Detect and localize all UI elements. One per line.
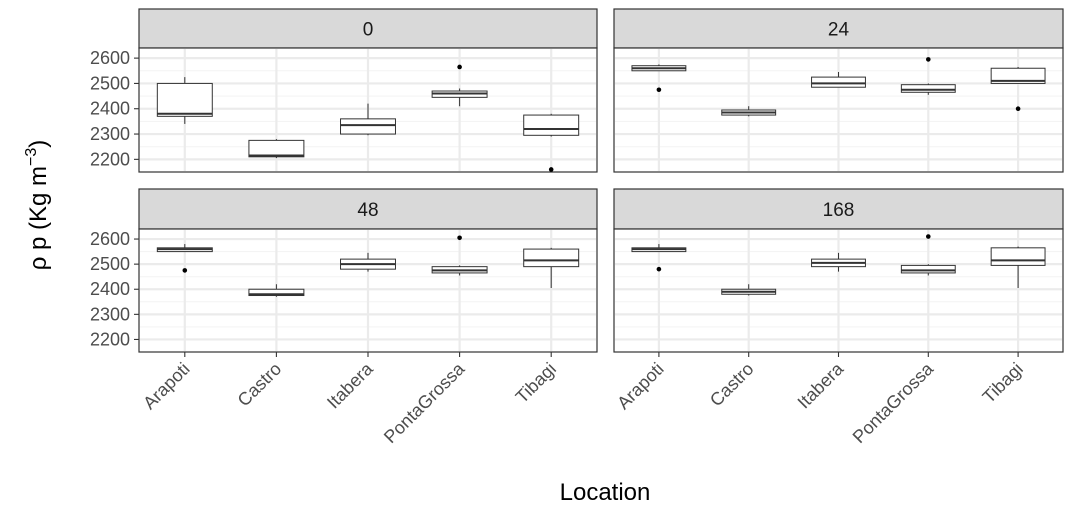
panels-layer: 0 24 48 168: [138, 8, 1064, 353]
x-axis-layer: Arapoti Castro Itabera PontaGrossa Tibagi Ara…: [139, 352, 1027, 447]
box-Arapoti: [631, 64, 687, 93]
outlier-point: [457, 235, 462, 241]
outlier-point: [926, 57, 931, 62]
outlier-point: [548, 167, 554, 172]
x-tick-label: Arapoti: [139, 359, 193, 413]
y-tick-label: 2500: [90, 73, 130, 93]
box-PontaGrossa: [900, 57, 956, 95]
x-tick-label: PontaGrossa: [380, 358, 469, 447]
x-tick-label: Tibagi: [512, 359, 560, 407]
x-tick-label: Itabera: [794, 358, 848, 412]
box-iqr: [156, 82, 213, 117]
facet-strip: [138, 188, 598, 230]
facet-strip-label: 48: [357, 200, 378, 221]
y-tick-label: 2200: [90, 329, 130, 349]
y-tick-label: 2300: [90, 124, 130, 144]
box-iqr: [523, 248, 580, 268]
x-tick-label: Itabera: [323, 358, 377, 412]
box-iqr: [340, 118, 396, 135]
y-tick-label: 2200: [90, 149, 130, 169]
facet-strip: [613, 188, 1064, 230]
box-iqr: [990, 67, 1046, 84]
facet-strip-label: 0: [363, 20, 374, 41]
facet-panel-48: 48: [138, 188, 598, 353]
box-iqr: [900, 264, 956, 274]
box-Castro: [248, 139, 305, 159]
outlier-point: [656, 87, 662, 93]
outlier-point: [1015, 106, 1021, 112]
outlier-point: [182, 268, 188, 273]
box-iqr: [523, 114, 580, 136]
box-PontaGrossa: [431, 64, 488, 107]
box-Tibagi: [990, 66, 1046, 112]
box-iqr: [900, 84, 956, 93]
box-iqr: [248, 288, 305, 297]
x-axis-title: Location: [560, 479, 651, 506]
facet-panel-24: 24: [613, 8, 1064, 173]
box-iqr: [811, 76, 866, 88]
x-tick-label: Castro: [234, 359, 286, 411]
box-Arapoti: [156, 77, 213, 124]
y-axis-title: ρ p (Kg m−3): [23, 140, 52, 271]
x-tick-label: PontaGrossa: [849, 358, 938, 447]
y-tick-label: 2600: [90, 48, 130, 68]
box-Castro: [248, 284, 305, 297]
box-Arapoti: [631, 244, 687, 272]
y-axis-title-close: ): [25, 140, 52, 148]
box-PontaGrossa: [431, 235, 488, 276]
y-tick-label: 2400: [90, 279, 130, 299]
y-axes-layer: 2200 2300 2400 2500 2600 2200 2300 2400 2500 2600: [90, 48, 139, 349]
facet-strip-label: 24: [828, 20, 850, 41]
facet-strip-label: 168: [823, 200, 855, 221]
box-Castro: [721, 284, 777, 296]
outlier-point: [656, 266, 662, 272]
facet-panel-0: 0: [138, 8, 598, 173]
box-Itabera: [340, 252, 396, 272]
y-axis-title-superscript: −3: [23, 148, 40, 166]
x-tick-label: Arapoti: [613, 359, 667, 413]
y-tick-label: 2300: [90, 304, 130, 324]
box-Tibagi: [523, 247, 580, 288]
box-Itabera: [340, 103, 396, 136]
box-Tibagi: [523, 113, 580, 172]
facet-panel-168: 168: [613, 188, 1064, 353]
facet-strip: [613, 8, 1064, 49]
y-tick-label: 2500: [90, 254, 130, 274]
box-Itabera: [811, 72, 866, 88]
outlier-point: [926, 234, 931, 239]
box-iqr: [248, 139, 305, 158]
x-tick-label: Tibagi: [979, 359, 1027, 407]
x-tick-label: Castro: [706, 359, 758, 411]
box-Arapoti: [156, 244, 213, 273]
box-PontaGrossa: [900, 234, 956, 276]
box-Tibagi: [990, 246, 1046, 288]
y-tick-label: 2400: [90, 99, 130, 119]
facet-strip: [138, 8, 598, 49]
box-Itabera: [811, 252, 866, 272]
y-tick-label: 2600: [90, 229, 130, 249]
box-Castro: [721, 106, 777, 117]
box-iqr: [990, 247, 1046, 266]
y-axis-title-main: ρ p (Kg m: [25, 166, 52, 270]
outlier-point: [457, 64, 462, 70]
